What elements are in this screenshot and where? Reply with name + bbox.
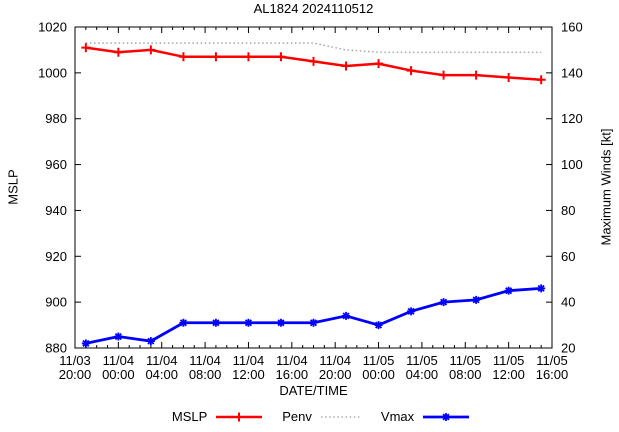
legend-item-penv: Penv: [282, 409, 363, 424]
legend: MSLP Penv Vmax: [12, 409, 619, 424]
svg-text:60: 60: [561, 249, 575, 264]
svg-text:900: 900: [45, 295, 67, 310]
y-axis-label-left: MSLP: [5, 169, 21, 205]
svg-text:08:00: 08:00: [189, 367, 222, 382]
svg-text:920: 920: [45, 249, 67, 264]
svg-text:12:00: 12:00: [492, 367, 525, 382]
svg-text:00:00: 00:00: [362, 367, 395, 382]
svg-text:11/03: 11/03: [59, 353, 91, 368]
svg-text:1000: 1000: [38, 65, 67, 80]
svg-text:11/05: 11/05: [536, 353, 568, 368]
svg-text:04:00: 04:00: [145, 367, 178, 382]
svg-text:16:00: 16:00: [276, 367, 309, 382]
legend-label-mslp: MSLP: [171, 409, 208, 424]
chart-title: AL1824 2024110512: [253, 1, 374, 16]
svg-text:00:00: 00:00: [102, 367, 135, 382]
legend-sample-penv-line: [320, 415, 361, 418]
svg-text:08:00: 08:00: [449, 367, 482, 382]
svg-text:11/05: 11/05: [363, 353, 395, 368]
legend-item-vmax: Vmax: [381, 409, 471, 424]
svg-text:80: 80: [561, 203, 575, 218]
svg-text:1020: 1020: [38, 20, 67, 35]
svg-text:11/04: 11/04: [233, 353, 265, 368]
legend-label-penv: Penv: [282, 409, 312, 424]
svg-text:20:00: 20:00: [59, 367, 92, 382]
svg-text:940: 940: [45, 203, 67, 218]
svg-text:20: 20: [561, 341, 575, 356]
svg-text:960: 960: [45, 157, 67, 172]
svg-text:160: 160: [561, 20, 583, 35]
x-axis-label: DATE/TIME: [279, 383, 348, 398]
svg-text:11/04: 11/04: [276, 353, 308, 368]
svg-text:880: 880: [45, 341, 67, 356]
svg-text:140: 140: [561, 65, 583, 80]
svg-text:04:00: 04:00: [406, 367, 439, 382]
svg-text:11/04: 11/04: [103, 353, 135, 368]
svg-text:16:00: 16:00: [536, 367, 569, 382]
svg-text:11/04: 11/04: [319, 353, 351, 368]
svg-text:11/04: 11/04: [146, 353, 178, 368]
legend-sample-mslp-line: [216, 412, 263, 421]
y-axis-label-right: Maximum Winds [kt]: [598, 128, 614, 246]
svg-text:980: 980: [45, 111, 67, 126]
svg-text:20:00: 20:00: [319, 367, 352, 382]
svg-text:11/04: 11/04: [189, 353, 221, 368]
legend-sample-vmax-line: [423, 412, 470, 421]
svg-text:12:00: 12:00: [232, 367, 265, 382]
svg-text:11/05: 11/05: [493, 353, 525, 368]
svg-text:11/05: 11/05: [406, 353, 438, 368]
svg-text:100: 100: [561, 157, 583, 172]
svg-text:40: 40: [561, 295, 575, 310]
legend-item-mslp: MSLP: [172, 409, 264, 424]
svg-text:11/05: 11/05: [449, 353, 481, 368]
svg-text:120: 120: [561, 111, 583, 126]
legend-label-vmax: Vmax: [380, 409, 415, 424]
